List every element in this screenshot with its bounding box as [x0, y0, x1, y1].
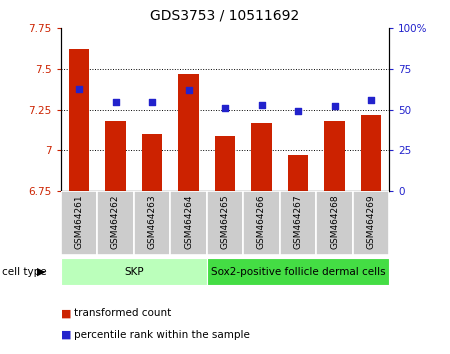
Point	[258, 102, 265, 108]
Text: ■: ■	[61, 330, 71, 339]
Bar	[361, 115, 381, 191]
Text: GSM464261: GSM464261	[75, 194, 84, 249]
Text: GSM464265: GSM464265	[220, 194, 230, 249]
Bar	[288, 155, 308, 191]
Text: GSM464264: GSM464264	[184, 194, 193, 249]
Point	[112, 99, 119, 104]
Bar	[69, 50, 89, 191]
Bar	[105, 121, 126, 191]
Bar	[252, 123, 271, 191]
Text: transformed count: transformed count	[74, 308, 171, 318]
Bar	[243, 191, 280, 255]
Bar	[179, 74, 198, 191]
Text: SKP: SKP	[124, 267, 144, 277]
Bar	[316, 191, 353, 255]
Text: GSM464262: GSM464262	[111, 194, 120, 249]
Bar	[61, 191, 97, 255]
Bar	[134, 191, 170, 255]
Point	[221, 105, 229, 111]
Bar	[61, 258, 207, 285]
Bar	[353, 191, 389, 255]
Point	[331, 104, 338, 109]
Text: Sox2-positive follicle dermal cells: Sox2-positive follicle dermal cells	[211, 267, 385, 277]
Text: ■: ■	[61, 308, 71, 318]
Text: GDS3753 / 10511692: GDS3753 / 10511692	[150, 9, 300, 23]
Text: GSM464267: GSM464267	[293, 194, 302, 249]
Bar	[170, 191, 207, 255]
Bar	[215, 136, 235, 191]
Bar	[142, 134, 162, 191]
Text: percentile rank within the sample: percentile rank within the sample	[74, 330, 250, 339]
Point	[367, 97, 374, 103]
Bar	[207, 191, 243, 255]
Text: ▶: ▶	[37, 267, 45, 277]
Point	[148, 99, 156, 104]
Bar	[324, 121, 345, 191]
Text: GSM464266: GSM464266	[257, 194, 266, 249]
Point	[185, 87, 192, 93]
Point	[294, 109, 302, 114]
Bar	[97, 191, 134, 255]
Point	[76, 86, 83, 91]
Bar	[207, 258, 389, 285]
Text: cell type: cell type	[2, 267, 47, 277]
Bar	[280, 191, 316, 255]
Text: GSM464269: GSM464269	[366, 194, 375, 249]
Text: GSM464263: GSM464263	[148, 194, 157, 249]
Text: GSM464268: GSM464268	[330, 194, 339, 249]
